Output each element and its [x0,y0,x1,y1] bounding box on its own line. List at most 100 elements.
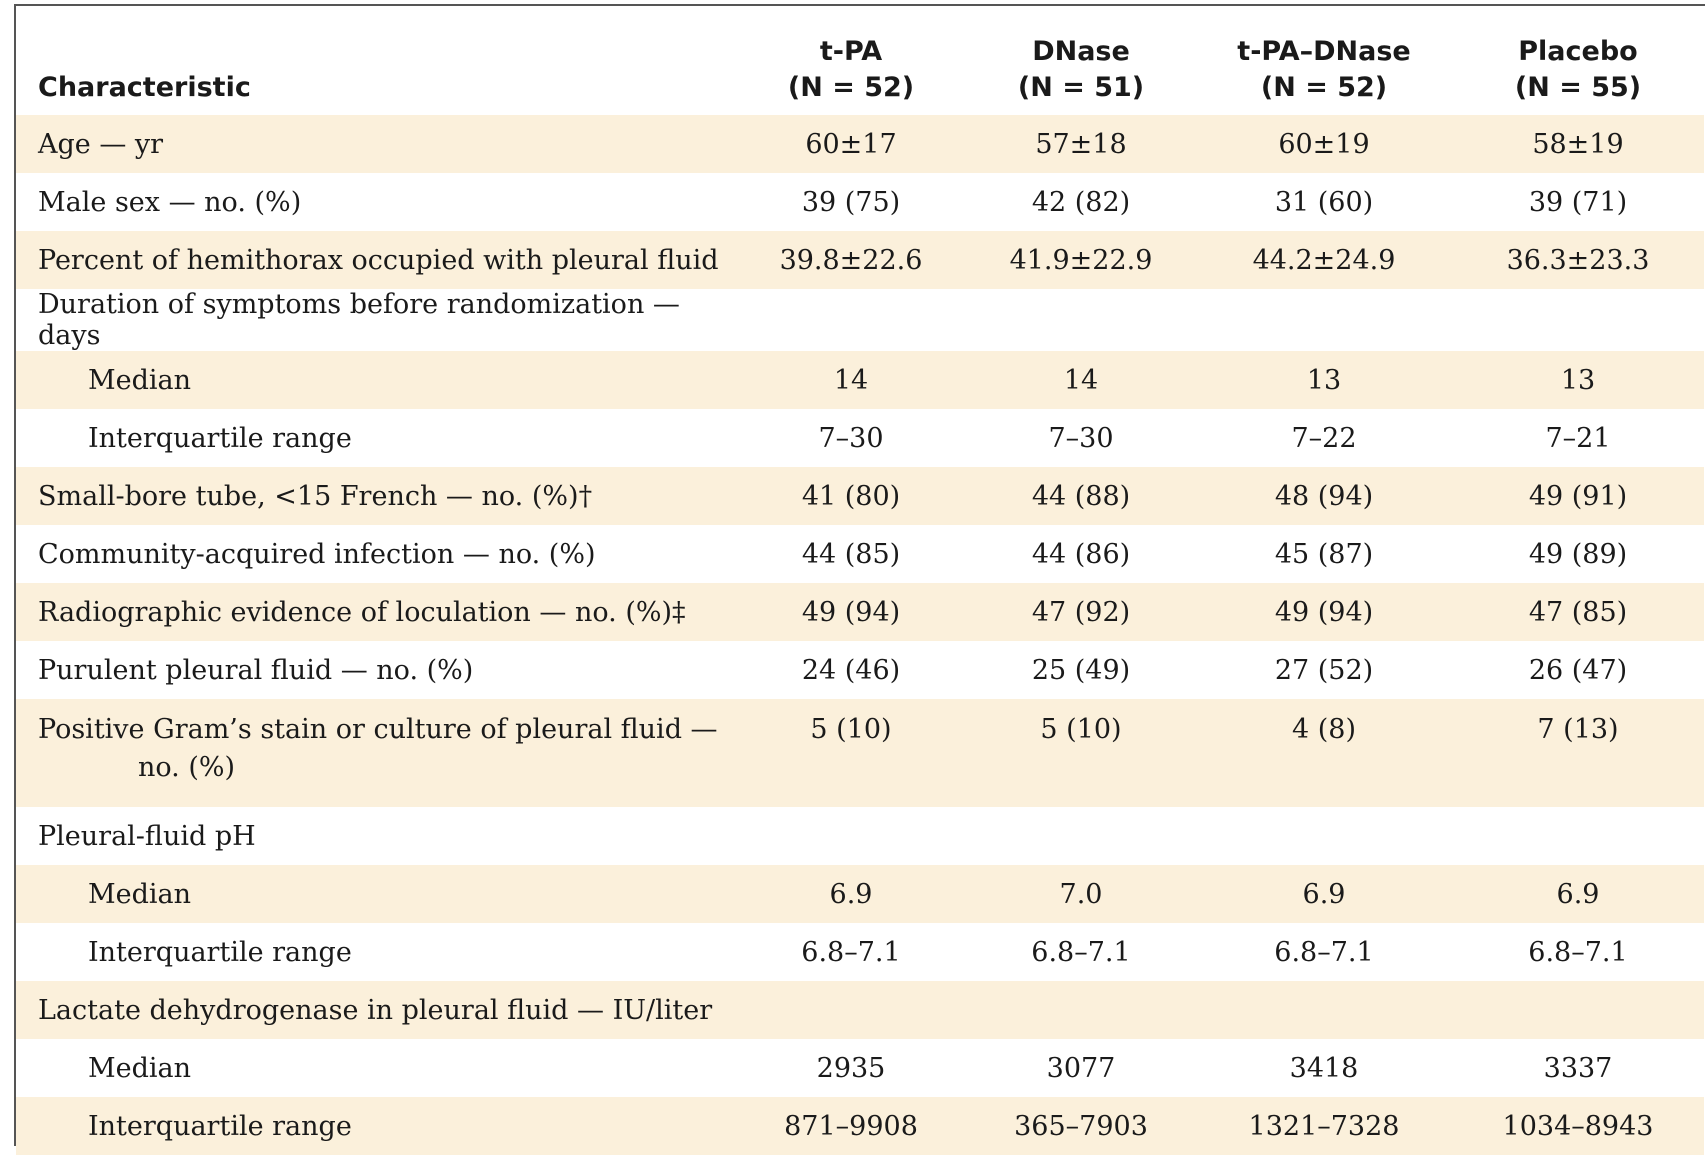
cell-t-pa: 44 (85) [801,538,901,570]
cell-dnase: 5 (10) [966,699,1196,807]
row-label: Median [16,351,736,409]
cell-dnase: 44 (88) [966,467,1196,525]
cell-t-pa-dnase [1196,807,1452,865]
cell-dnase: 44 (86) [1031,538,1131,570]
table-row: Lactate dehydrogenase in pleural fluid —… [16,981,1704,1039]
cell-t-pa: 5 (10) [736,699,966,807]
cell-placebo: 1034–8943 [1452,1097,1704,1155]
cell-t-pa-dnase [1196,981,1452,1039]
table-row: Positive Gram’s stain or culture of pleu… [16,699,1704,807]
row-label: Male sex — no. (%) [38,186,302,218]
row-label: Age — yr [16,115,736,173]
row-label: Interquartile range [88,422,352,454]
cell-t-pa: 39.8±22.6 [736,231,966,289]
cell-dnase: 365–7903 [966,1097,1196,1155]
table-row: Median 2935 3077 3418 3337 [16,1039,1704,1097]
row-label: Lactate dehydrogenase in pleural fluid —… [16,981,736,1039]
cell-dnase: 6.8–7.1 [1031,936,1131,968]
header-placebo: Placebo (N = 55) [1514,36,1642,103]
cell-t-pa-dnase: 27 (52) [1274,654,1374,686]
table-row: Median 14 14 13 13 [16,351,1704,409]
cell-t-pa-dnase: 49 (94) [1196,583,1452,641]
cell-dnase: 47 (92) [966,583,1196,641]
cell-t-pa: 24 (46) [801,654,901,686]
table-row: Interquartile range 6.8–7.1 6.8–7.1 6.8–… [16,923,1704,981]
table-row: Median 6.9 7.0 6.9 6.9 [16,865,1704,923]
cell-dnase: 57±18 [966,115,1196,173]
cell-t-pa-dnase: 44.2±24.9 [1196,231,1452,289]
cell-dnase: 41.9±22.9 [966,231,1196,289]
cell-t-pa-dnase: 45 (87) [1274,538,1374,570]
cell-placebo: 47 (85) [1452,583,1704,641]
table-row: Small-bore tube, <15 French — no. (%)† 4… [16,467,1704,525]
cell-t-pa: 60±17 [736,115,966,173]
cell-t-pa: 41 (80) [736,467,966,525]
cell-placebo: 36.3±23.3 [1452,231,1704,289]
cell-t-pa-dnase [1196,289,1452,351]
cell-t-pa [736,981,966,1039]
table-row: Interquartile range 7–30 7–30 7–22 7–21 [16,409,1704,467]
row-label: Positive Gram’s stain or culture of pleu… [16,699,736,807]
cell-t-pa: 7–30 [818,422,884,454]
row-label: Interquartile range [88,936,352,968]
cell-t-pa: 49 (94) [736,583,966,641]
cell-t-pa [736,807,966,865]
cell-placebo: 6.8–7.1 [1528,936,1628,968]
row-label: Percent of hemithorax occupied with pleu… [16,231,736,289]
cell-dnase: 7–30 [1048,422,1114,454]
cell-placebo [1452,807,1704,865]
cell-t-pa-dnase: 4 (8) [1196,699,1452,807]
cell-t-pa [736,289,966,351]
table-row: Purulent pleural fluid — no. (%) 24 (46)… [16,641,1704,699]
table-row: Duration of symptoms before randomizatio… [16,289,1704,351]
row-label: Interquartile range [16,1097,736,1155]
cell-t-pa-dnase: 3418 [1289,1052,1359,1084]
cell-t-pa: 6.8–7.1 [801,936,901,968]
row-label: Purulent pleural fluid — no. (%) [38,654,474,686]
cell-placebo [1452,981,1704,1039]
cell-t-pa-dnase: 6.9 [1196,865,1452,923]
cell-placebo: 7 (13) [1452,699,1704,807]
cell-t-pa-dnase: 60±19 [1196,115,1452,173]
header-characteristic: Characteristic [38,72,251,103]
row-label: Radiographic evidence of loculation — no… [16,583,736,641]
cell-placebo [1452,289,1704,351]
cell-dnase: 3077 [1046,1052,1116,1084]
cell-placebo: 26 (47) [1528,654,1628,686]
cell-placebo: 13 [1452,351,1704,409]
cell-placebo: 6.9 [1452,865,1704,923]
cell-placebo: 49 (91) [1452,467,1704,525]
row-label: Median [88,1052,192,1084]
table-row: Age — yr 60±17 57±18 60±19 58±19 [16,115,1704,173]
cell-dnase [966,289,1196,351]
cell-t-pa: 39 (75) [801,186,901,218]
header-t-pa: t-PA (N = 52) [787,36,915,103]
cell-placebo: 58±19 [1452,115,1704,173]
table-frame [14,4,1705,1146]
cell-placebo: 39 (71) [1528,186,1628,218]
cell-placebo: 49 (89) [1528,538,1628,570]
row-label: Community-acquired infection — no. (%) [38,538,596,570]
cell-dnase [966,981,1196,1039]
table-row: Radiographic evidence of loculation — no… [16,583,1704,641]
cell-placebo: 3337 [1543,1052,1613,1084]
row-label: Duration of symptoms before randomizatio… [38,289,680,351]
cell-dnase: 25 (49) [1031,654,1131,686]
table-row: Community-acquired infection — no. (%) 4… [16,525,1704,583]
table-row: Pleural-fluid pH [16,807,1704,865]
table-row: Interquartile range 871–9908 365–7903 13… [16,1097,1704,1155]
cell-dnase: 42 (82) [1031,186,1131,218]
cell-t-pa: 14 [736,351,966,409]
cell-t-pa-dnase: 31 (60) [1274,186,1374,218]
table-row: Male sex — no. (%) 39 (75) 42 (82) 31 (6… [16,173,1704,231]
cell-t-pa-dnase: 1321–7328 [1196,1097,1452,1155]
table-row: Percent of hemithorax occupied with pleu… [16,231,1704,289]
cell-t-pa-dnase: 13 [1196,351,1452,409]
cell-t-pa: 2935 [816,1052,886,1084]
header-row: Characteristic t-PA (N = 52) DNase (N = … [16,6,1704,115]
cell-t-pa-dnase: 48 (94) [1196,467,1452,525]
header-t-pa-dnase: t-PA–DNase (N = 52) [1237,36,1411,103]
row-label: Pleural-fluid pH [38,820,256,852]
row-label-line2: no. (%) [138,752,236,783]
cell-t-pa-dnase: 7–22 [1291,422,1357,454]
